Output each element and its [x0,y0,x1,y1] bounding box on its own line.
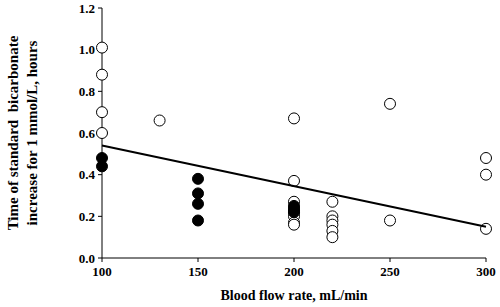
open-point [97,42,108,53]
filled-point [193,188,204,199]
x-tick [486,258,487,262]
plot-area [97,42,492,243]
filled-point [193,198,204,209]
chart: 0.00.20.40.60.81.01.2100150200250300Bloo… [0,0,500,307]
filled-point [193,215,204,226]
y-axis-label: increase for 1 mmol/L, hours [24,40,40,225]
open-point [97,128,108,139]
open-point [97,69,108,80]
y-tick [98,91,102,92]
open-point [481,153,492,164]
open-point [289,113,300,124]
y-tick-label: 0.6 [79,126,96,141]
open-point [385,98,396,109]
y-tick [98,174,102,175]
y-tick [98,216,102,217]
y-tick-label: 1.0 [79,42,95,57]
x-tick [294,258,295,262]
filled-point [289,207,300,218]
y-tick [98,258,102,259]
y-tick-label: 0.4 [79,167,96,182]
open-point [289,207,300,218]
open-point [481,169,492,180]
open-point [327,232,338,243]
x-tick-label: 100 [92,264,112,279]
filled-point [97,161,108,172]
y-tick-label: 1.2 [79,1,95,16]
x-tick-label: 250 [380,264,400,279]
x-tick [198,258,199,262]
filled-point [193,173,204,184]
x-axis-label: Blood flow rate, mL/min [221,288,368,303]
open-point [385,215,396,226]
y-tick [98,8,102,9]
x-tick-label: 150 [188,264,208,279]
trend-line [102,146,486,227]
x-tick [102,258,103,262]
open-point [289,219,300,230]
y-axis-label: Time of standard bicarbonate [5,35,21,230]
x-tick-label: 300 [476,264,496,279]
open-point [154,115,165,126]
open-point [97,107,108,118]
x-tick-label: 200 [284,264,304,279]
y-tick-label: 0.8 [79,84,96,99]
open-point [327,196,338,207]
y-tick-label: 0.2 [79,209,95,224]
x-tick [390,258,391,262]
